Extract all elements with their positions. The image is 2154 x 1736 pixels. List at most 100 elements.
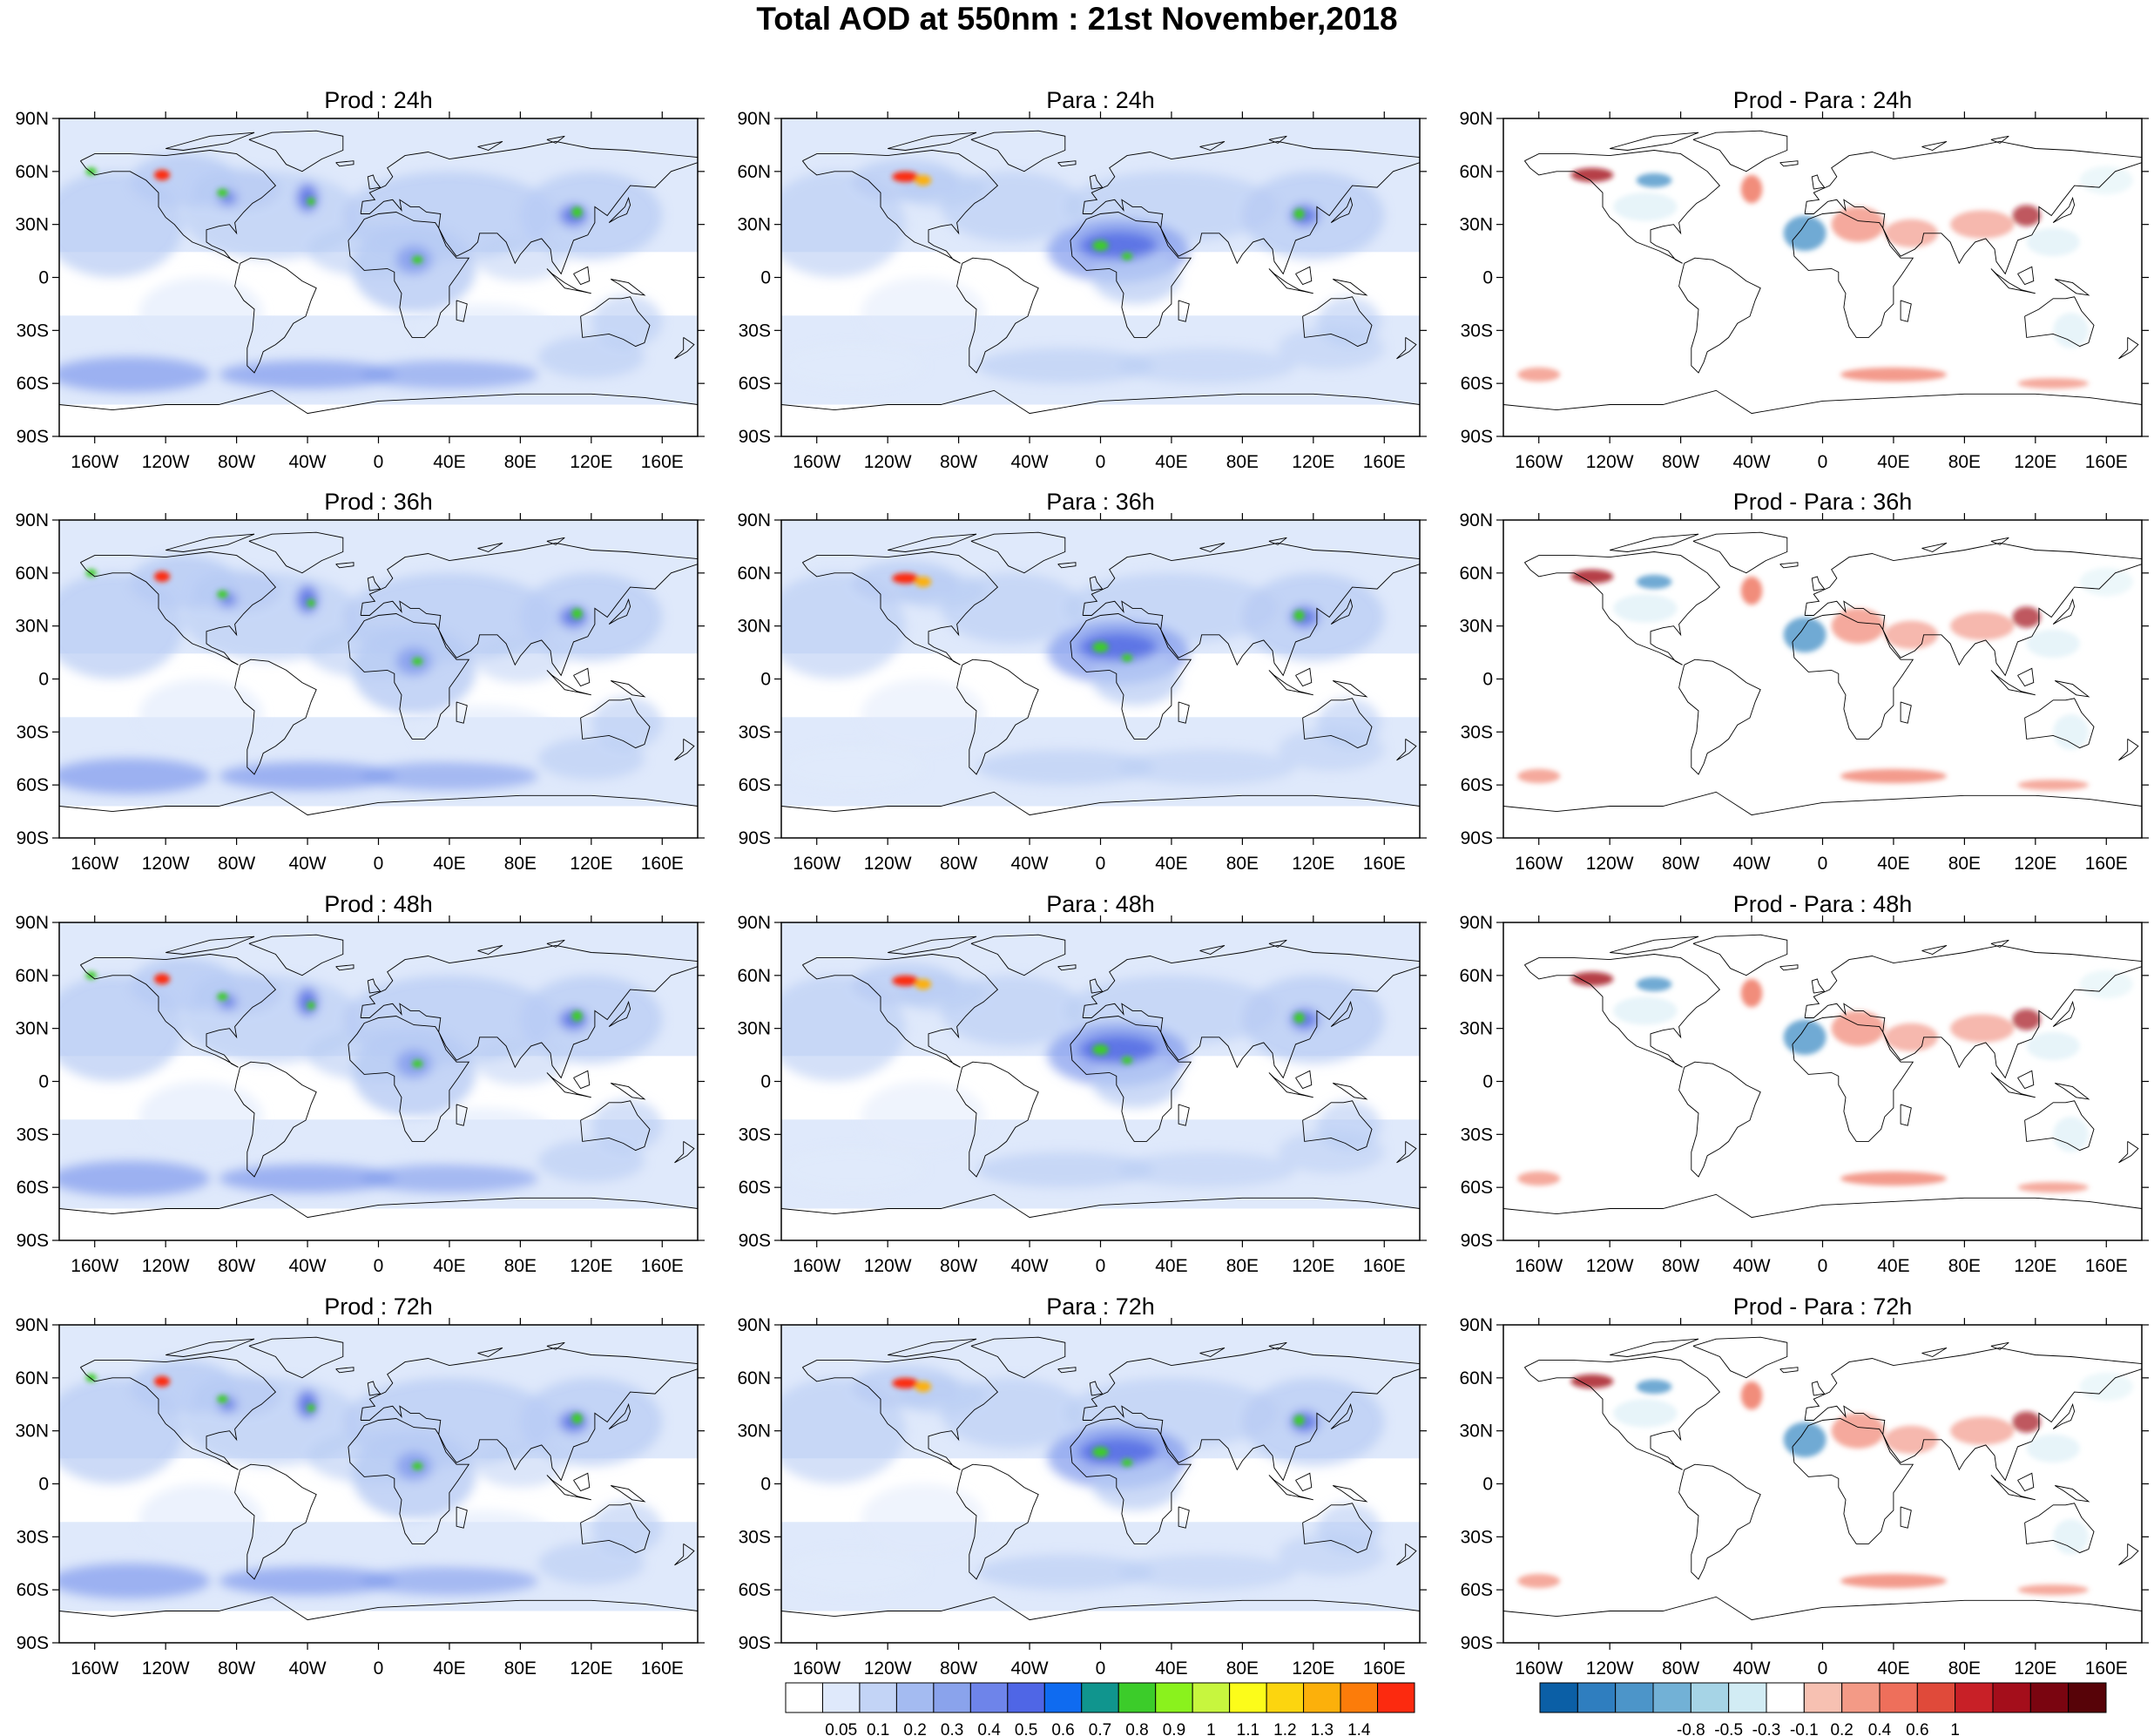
lat-tick-label: 30N [737, 617, 771, 637]
coastlines [1503, 130, 2142, 415]
colorbar-label: 0.1 [867, 1721, 889, 1736]
colorbar-swatch [821, 1682, 861, 1713]
panel-title: Prod - Para : 24h [1733, 87, 1913, 113]
lat-tick-label: 60S [17, 374, 49, 394]
lon-tick-label: 80W [218, 1658, 255, 1679]
aod-field [781, 1325, 1420, 1643]
colorbar-swatch [1728, 1682, 1767, 1713]
colorbar-label: -0.8 [1677, 1721, 1705, 1736]
map-panel: Prod : 24h 90N 60N 30N 0 30S 60S 90S 160W 120W 80W… [15, 87, 705, 472]
lon-tick-label: 40E [433, 452, 465, 472]
lat-tick-label: 0 [38, 268, 49, 288]
lat-tick-label: 60S [1461, 1178, 1493, 1198]
lat-tick-label: 0 [760, 268, 771, 288]
colorbar-label: 0.2 [903, 1721, 926, 1736]
map-panel: Para : 48h 90N 60N 30N 0 30S 60S 90S 160W 120W 80W… [737, 891, 1427, 1276]
coastlines [781, 934, 1420, 1219]
lon-tick-label: 160E [641, 1256, 684, 1276]
lat-tick-label: 90S [17, 1231, 49, 1251]
lat-tick-label: 90S [1461, 1231, 1493, 1251]
colorbar-swatch [895, 1682, 935, 1713]
panel-title: Prod - Para : 36h [1733, 489, 1913, 515]
coastlines [59, 531, 698, 816]
lat-tick-label: 60N [15, 966, 49, 986]
lat-tick-label: 30S [17, 1125, 49, 1145]
map-panel: Para : 72h 90N 60N 30N 0 30S 60S 90S 160W 120W 80W… [737, 1294, 1427, 1679]
lon-tick-label: 40W [1732, 1256, 1770, 1276]
lat-tick-label: 0 [1482, 670, 1493, 690]
lon-tick-label: 160E [641, 854, 684, 874]
lat-tick-label: 30N [737, 1422, 771, 1442]
colorbar-label: 0.9 [1163, 1721, 1185, 1736]
lon-tick-label: 120W [142, 854, 190, 874]
lon-tick-label: 80W [1662, 1256, 1699, 1276]
panel-title: Prod : 24h [324, 87, 433, 113]
lon-tick-label: 160W [71, 1658, 118, 1679]
colorbar-swatch [1007, 1682, 1045, 1713]
lon-tick-label: 80W [940, 1256, 977, 1276]
lon-tick-label: 160E [641, 452, 684, 472]
colorbar-label: 1.3 [1311, 1721, 1334, 1736]
colorbar-label: 0.4 [1868, 1721, 1892, 1736]
lat-tick-label: 0 [38, 1475, 49, 1495]
lat-tick-label: 90S [1461, 828, 1493, 848]
lon-tick-label: 40W [1010, 1256, 1048, 1276]
lat-tick-label: 0 [1482, 1475, 1493, 1495]
lon-tick-label: 160W [793, 452, 841, 472]
colorbar-swatch [1081, 1682, 1119, 1713]
aod-field [59, 520, 698, 838]
colorbar-swatch [933, 1682, 971, 1713]
lon-tick-label: 80E [1226, 1256, 1259, 1276]
lat-tick-label: 90N [737, 510, 771, 530]
lon-tick-label: 160W [793, 1658, 841, 1679]
lat-tick-label: 30N [1459, 1019, 1493, 1039]
lon-tick-label: 120W [1586, 452, 1634, 472]
panel-title: Prod : 36h [324, 489, 433, 515]
lon-tick-label: 160W [793, 1256, 841, 1276]
lon-tick-label: 80W [940, 1658, 977, 1679]
lon-tick-label: 40W [1010, 452, 1048, 472]
lat-tick-label: 90N [1459, 109, 1493, 129]
panel-title: Prod - Para : 72h [1733, 1294, 1913, 1320]
lon-tick-label: 120W [1586, 854, 1634, 874]
colorbar-label: 0.05 [825, 1721, 857, 1736]
lat-tick-label: 60N [15, 162, 49, 182]
lon-tick-label: 160W [71, 1256, 118, 1276]
coastlines [1503, 934, 2142, 1219]
colorbar-label: 1.4 [1347, 1721, 1371, 1736]
lon-tick-label: 40W [288, 1658, 326, 1679]
lon-tick-label: 120W [142, 1256, 190, 1276]
lon-tick-label: 160E [1363, 1256, 1406, 1276]
map-panel: Prod - Para : 24h 90N 60N 30N 0 30S 60S 90S 160W… [1459, 87, 2149, 472]
lon-tick-label: 0 [374, 1658, 384, 1679]
lat-tick-label: 30N [1459, 617, 1493, 637]
lat-tick-label: 30S [17, 1527, 49, 1547]
lat-tick-label: 30N [15, 1019, 49, 1039]
lon-tick-label: 0 [1096, 854, 1106, 874]
panel-title: Prod : 72h [324, 1294, 433, 1320]
colorbar-swatch [2029, 1682, 2070, 1713]
colorbar-swatch [1192, 1682, 1231, 1713]
coastlines [781, 1336, 1420, 1621]
panel-title: Para : 72h [1046, 1294, 1155, 1320]
lon-tick-label: 0 [374, 854, 384, 874]
lon-tick-label: 160W [1515, 1658, 1563, 1679]
lat-tick-label: 60S [1461, 1580, 1493, 1600]
lon-tick-label: 160E [1363, 452, 1406, 472]
lon-tick-label: 0 [1818, 854, 1828, 874]
lon-tick-label: 120E [2014, 1658, 2056, 1679]
lat-tick-label: 30S [1461, 321, 1493, 341]
lat-tick-label: 30N [1459, 1422, 1493, 1442]
lon-tick-label: 0 [1818, 1658, 1828, 1679]
lon-tick-label: 40W [288, 854, 326, 874]
lon-tick-label: 160W [1515, 1256, 1563, 1276]
colorbar-swatch [1266, 1682, 1305, 1713]
lon-tick-label: 160E [1363, 1658, 1406, 1679]
map-panel: Prod : 36h 90N 60N 30N 0 30S 60S 90S 160W 120W 80W… [15, 489, 705, 874]
lat-tick-label: 60N [15, 564, 49, 584]
colorbar-swatch [1652, 1682, 1691, 1713]
lon-tick-label: 80W [940, 452, 977, 472]
lon-tick-label: 40W [288, 452, 326, 472]
colorbar-swatch [1615, 1682, 1654, 1713]
aod-field [1503, 1325, 2142, 1643]
